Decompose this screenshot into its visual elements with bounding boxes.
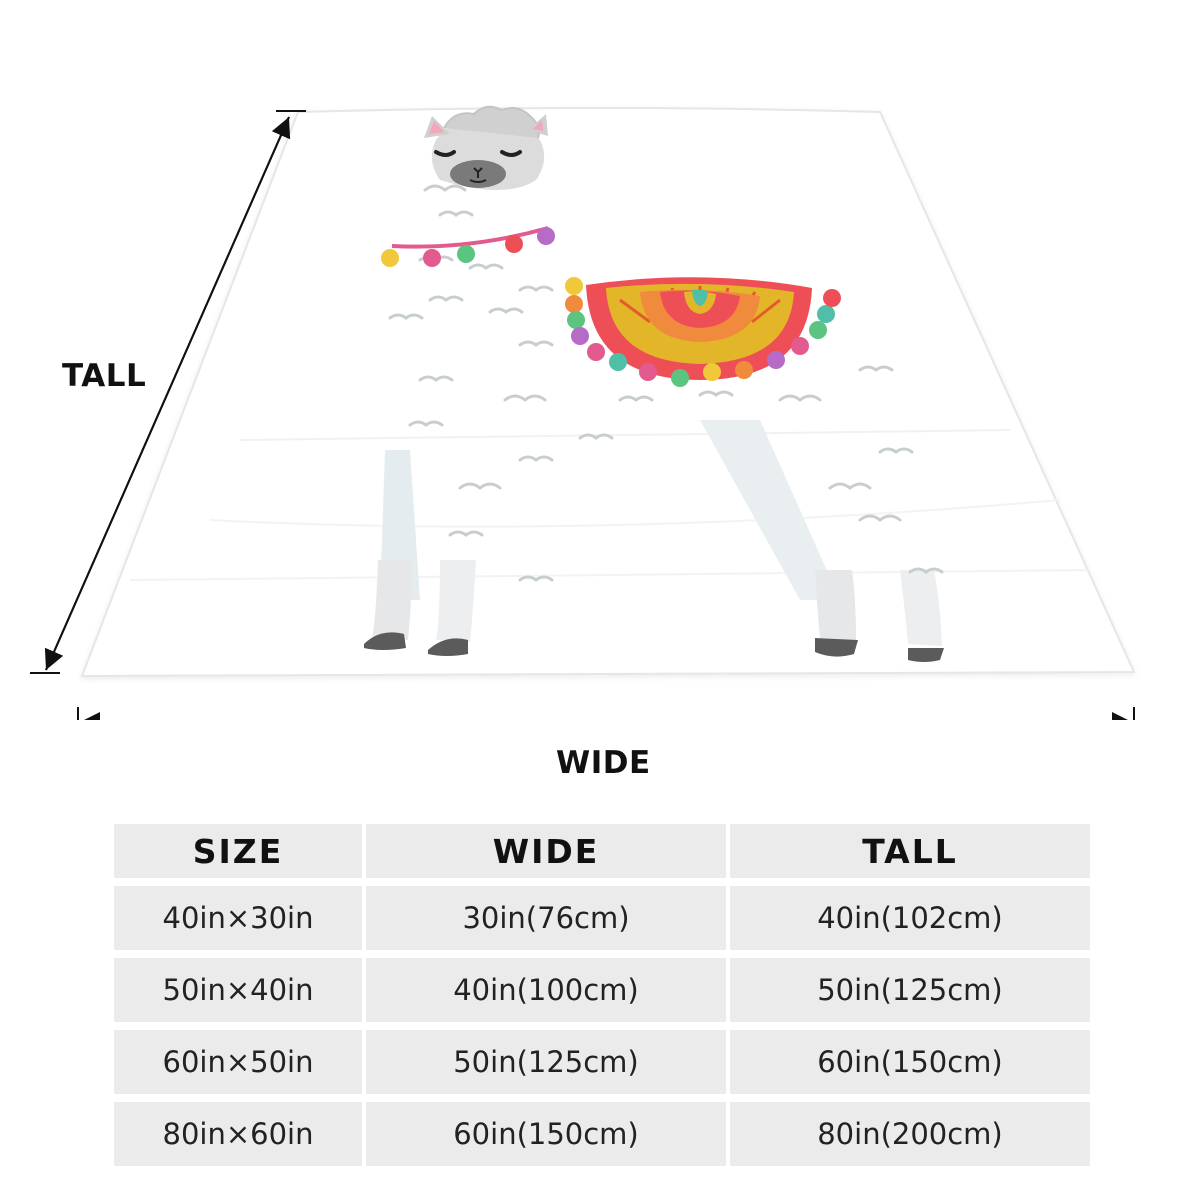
row-2-size: 50in×40in xyxy=(114,958,362,1022)
row-1-tall: 40in(102cm) xyxy=(730,886,1090,950)
tall-dimension-arrow xyxy=(30,110,306,674)
row-2-tall: 50in(125cm) xyxy=(730,958,1090,1022)
wide-dimension-arrow xyxy=(77,707,1135,720)
necklace xyxy=(381,226,555,267)
wide-label: WIDE xyxy=(556,745,651,781)
header-tall: TALL xyxy=(730,824,1090,878)
row-1-wide: 30in(76cm) xyxy=(366,886,726,950)
tall-label: TALL xyxy=(62,358,147,394)
row-2-wide: 40in(100cm) xyxy=(366,958,726,1022)
saddle-blanket xyxy=(565,277,841,387)
row-3-wide: 50in(125cm) xyxy=(366,1030,726,1094)
blanket-illustration xyxy=(30,105,1136,720)
row-3-tall: 60in(150cm) xyxy=(730,1030,1090,1094)
blanket-surface xyxy=(80,107,1136,678)
header-wide: WIDE xyxy=(366,824,726,878)
row-1-size: 40in×30in xyxy=(114,886,362,950)
header-size: SIZE xyxy=(114,824,362,878)
llama-illustration xyxy=(364,105,944,662)
size-table: SIZE WIDE TALL 40in×30in 30in(76cm) 40in… xyxy=(114,824,1090,1166)
row-4-size: 80in×60in xyxy=(114,1102,362,1166)
row-3-size: 60in×50in xyxy=(114,1030,362,1094)
row-4-wide: 60in(150cm) xyxy=(366,1102,726,1166)
row-4-tall: 80in(200cm) xyxy=(730,1102,1090,1166)
